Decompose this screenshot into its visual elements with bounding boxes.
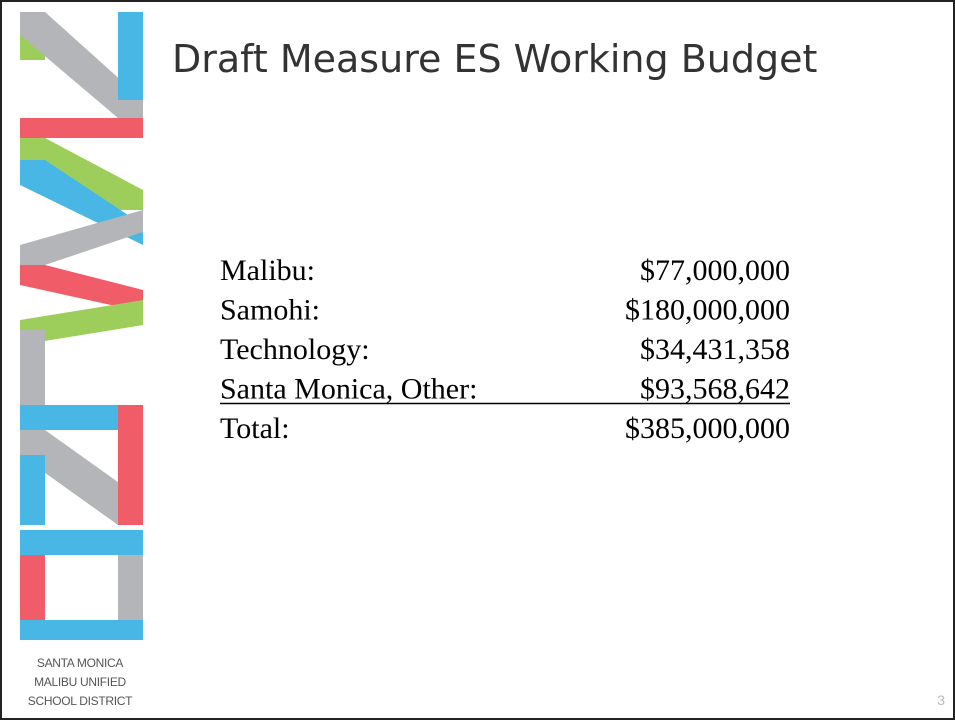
logo-stripe xyxy=(20,455,45,525)
logo-stripe xyxy=(20,405,143,430)
logo-stripe xyxy=(20,265,143,312)
row-label: Total: xyxy=(220,412,290,445)
logo-stripe xyxy=(20,118,143,138)
slide-title: Draft Measure ES Working Budget xyxy=(172,37,817,81)
row-label: Santa Monica, Other: xyxy=(220,373,477,406)
row-amount: $77,000,000 xyxy=(640,254,790,287)
logo-stripe xyxy=(20,430,143,525)
logo-stripe xyxy=(20,620,143,640)
row-amount: $385,000,000 xyxy=(625,412,790,445)
page-number: 3 xyxy=(937,692,945,708)
logo-stripe xyxy=(20,138,143,210)
logo-stripe xyxy=(118,405,143,525)
logo-stripe xyxy=(20,530,143,555)
logo-stripe xyxy=(20,300,143,345)
logo-stripe xyxy=(20,12,143,118)
logo-text: MALIBU UNIFIED xyxy=(34,675,126,689)
row-amount: $34,431,358 xyxy=(640,333,790,366)
logo-stripe xyxy=(118,12,143,100)
row-label: Technology: xyxy=(220,333,370,366)
logo-text: SCHOOL DISTRICT xyxy=(28,694,133,708)
row-amount: $180,000,000 xyxy=(625,294,790,327)
logo xyxy=(20,12,143,640)
budget-table: Malibu: $77,000,000 Samohi: $180,000,000 Tec… xyxy=(220,254,790,445)
logo-stripe xyxy=(118,555,143,640)
row-label: Samohi: xyxy=(220,294,320,327)
logo-stripe xyxy=(20,210,143,265)
row-amount: $93,568,642 xyxy=(640,373,790,406)
logo-text: SANTA MONICA xyxy=(37,656,123,670)
row-label: Malibu: xyxy=(220,254,315,287)
logo-stripe xyxy=(20,555,45,640)
